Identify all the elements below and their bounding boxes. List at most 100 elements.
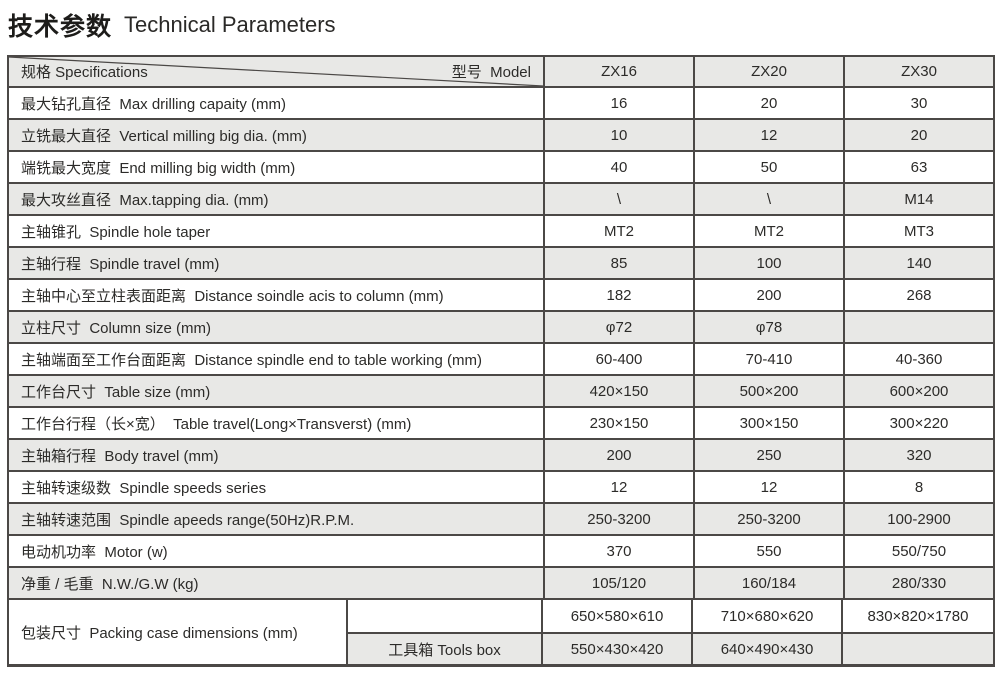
packing-value [841, 634, 993, 664]
spec-value: 250-3200 [543, 504, 693, 534]
spec-row-label: 端铣最大宽度 End milling big width (mm) [21, 159, 296, 177]
spec-value: 140 [843, 248, 993, 278]
spec-value: 8 [843, 472, 993, 502]
table-row: 最大钻孔直径 Max drilling capaity (mm) 16 20 30 [9, 86, 993, 118]
packing-value: 550×430×420 [541, 634, 691, 664]
spec-value: \ [543, 184, 693, 214]
packing-row-machine: 650×580×610 710×680×620 830×820×1780 [348, 600, 993, 632]
spec-value: 280/330 [843, 568, 993, 598]
spec-row-label: 净重 / 毛重 N.W./G.W (kg) [21, 575, 199, 593]
table-row: 电动机功率 Motor (w) 370 550 550/750 [9, 534, 993, 566]
table-row: 工作台行程（长×宽） Table travel(Long×Transverst)… [9, 406, 993, 438]
spec-value: 40-360 [843, 344, 993, 374]
spec-value: 550/750 [843, 536, 993, 566]
spec-value: 70-410 [693, 344, 843, 374]
table-row: 主轴转速级数 Spindle speeds series 12 12 8 [9, 470, 993, 502]
spec-rows: 最大钻孔直径 Max drilling capaity (mm) 16 20 30 立铣… [9, 86, 993, 598]
spec-value: φ72 [543, 312, 693, 342]
spec-value: 182 [543, 280, 693, 310]
header-model-zx30: ZX30 [843, 57, 993, 86]
packing-block: 包装尺寸 Packing case dimensions (mm) 650×58… [9, 598, 993, 664]
spec-value: MT2 [543, 216, 693, 246]
spec-value: 16 [543, 88, 693, 118]
table-row: 端铣最大宽度 End milling big width (mm) 40 50 63 [9, 150, 993, 182]
spec-value: 60-400 [543, 344, 693, 374]
spec-row-label: 主轴锥孔 Spindle hole taper [21, 223, 211, 241]
spec-value [843, 312, 993, 342]
spec-value: 300×220 [843, 408, 993, 438]
spec-value: 12 [693, 472, 843, 502]
table-row: 立铣最大直径 Vertical milling big dia. (mm) 10 1… [9, 118, 993, 150]
spec-value: 200 [543, 440, 693, 470]
spec-value: 10 [543, 120, 693, 150]
table-row: 主轴端面至工作台面距离 Distance spindle end to tabl… [9, 342, 993, 374]
packing-row-toolsbox: 工具箱 Tools box 550×430×420 640×490×430 [348, 632, 993, 664]
spec-value: 320 [843, 440, 993, 470]
packing-value: 830×820×1780 [841, 600, 993, 632]
spec-value: MT2 [693, 216, 843, 246]
spec-value: 230×150 [543, 408, 693, 438]
spec-value: 105/120 [543, 568, 693, 598]
spec-value: 250 [693, 440, 843, 470]
spec-value: φ78 [693, 312, 843, 342]
spec-row-label: 主轴端面至工作台面距离 Distance spindle end to tabl… [21, 351, 482, 369]
spec-value: 12 [693, 120, 843, 150]
tools-box-label: 工具箱 Tools box [388, 641, 501, 659]
spec-row-label: 主轴行程 Spindle travel (mm) [21, 255, 220, 273]
spec-row-label: 电动机功率 Motor (w) [21, 543, 168, 561]
spec-value: M14 [843, 184, 993, 214]
spec-value: 500×200 [693, 376, 843, 406]
spec-row-label: 工作台尺寸 Table size (mm) [21, 383, 211, 401]
spec-value: 30 [843, 88, 993, 118]
packing-value: 710×680×620 [691, 600, 841, 632]
spec-row-label: 最大钻孔直径 Max drilling capaity (mm) [21, 95, 287, 113]
header-diagonal-cell: 规格 Specifications 型号 Model [9, 57, 543, 86]
table-row: 主轴行程 Spindle travel (mm) 85 100 140 [9, 246, 993, 278]
page-title-en: Technical Parameters [124, 12, 336, 37]
table-header-row: 规格 Specifications 型号 Model ZX16 ZX20 ZX3… [9, 57, 993, 86]
page-title: 技术参数 Technical Parameters [8, 8, 336, 42]
table-row: 工作台尺寸 Table size (mm) 420×150 500×200 600×2… [9, 374, 993, 406]
spec-row-label: 主轴转速级数 Spindle speeds series [21, 479, 267, 497]
packing-label: 包装尺寸 Packing case dimensions (mm) [9, 600, 348, 664]
packing-value: 640×490×430 [691, 634, 841, 664]
spec-value: 550 [693, 536, 843, 566]
header-model-zx16: ZX16 [543, 57, 693, 86]
spec-value: 370 [543, 536, 693, 566]
table-row: 主轴锥孔 Spindle hole taper MT2 MT2 MT3 [9, 214, 993, 246]
spec-value: 100 [693, 248, 843, 278]
diagonal-line [9, 57, 543, 86]
table-row: 主轴箱行程 Body travel (mm) 200 250 320 [9, 438, 993, 470]
spec-value: MT3 [843, 216, 993, 246]
spec-row-label: 立柱尺寸 Column size (mm) [21, 319, 212, 337]
page-title-zh: 技术参数 [8, 13, 113, 41]
spec-row-label: 主轴箱行程 Body travel (mm) [21, 447, 219, 465]
spec-value: 100-2900 [843, 504, 993, 534]
packing-value: 650×580×610 [541, 600, 691, 632]
header-model-label: 型号 Model [451, 64, 531, 81]
spec-value: 268 [843, 280, 993, 310]
spec-value: 63 [843, 152, 993, 182]
spec-value: 12 [543, 472, 693, 502]
table-row: 主轴中心至立柱表面距离 Distance soindle acis to col… [9, 278, 993, 310]
spec-value: 160/184 [693, 568, 843, 598]
spec-value: 200 [693, 280, 843, 310]
table-row: 净重 / 毛重 N.W./G.W (kg) 105/120 160/184 280/3… [9, 566, 993, 598]
spec-value: 20 [693, 88, 843, 118]
spec-value: 300×150 [693, 408, 843, 438]
spec-value: 20 [843, 120, 993, 150]
technical-parameters-table: 规格 Specifications 型号 Model ZX16 ZX20 ZX3… [7, 55, 995, 667]
spec-row-label: 主轴中心至立柱表面距离 Distance soindle acis to col… [21, 287, 444, 305]
spec-row-label: 工作台行程（长×宽） Table travel(Long×Transverst)… [21, 415, 412, 433]
packing-subrows: 650×580×610 710×680×620 830×820×1780 工具箱… [348, 600, 993, 664]
spec-value: 600×200 [843, 376, 993, 406]
spec-value: \ [693, 184, 843, 214]
spec-row-label: 立铣最大直径 Vertical milling big dia. (mm) [21, 127, 307, 145]
table-row: 立柱尺寸 Column size (mm) φ72 φ78 [9, 310, 993, 342]
spec-row-label: 主轴转速范围 Spindle apeeds range(50Hz)R.P.M. [21, 511, 355, 529]
spec-value: 250-3200 [693, 504, 843, 534]
table-row: 主轴转速范围 Spindle apeeds range(50Hz)R.P.M. 2… [9, 502, 993, 534]
packing-sub-label-empty [348, 600, 541, 632]
table-row: 最大攻丝直径 Max.tapping dia. (mm) \ \ M14 [9, 182, 993, 214]
header-spec-label: 规格 Specifications [21, 64, 148, 81]
